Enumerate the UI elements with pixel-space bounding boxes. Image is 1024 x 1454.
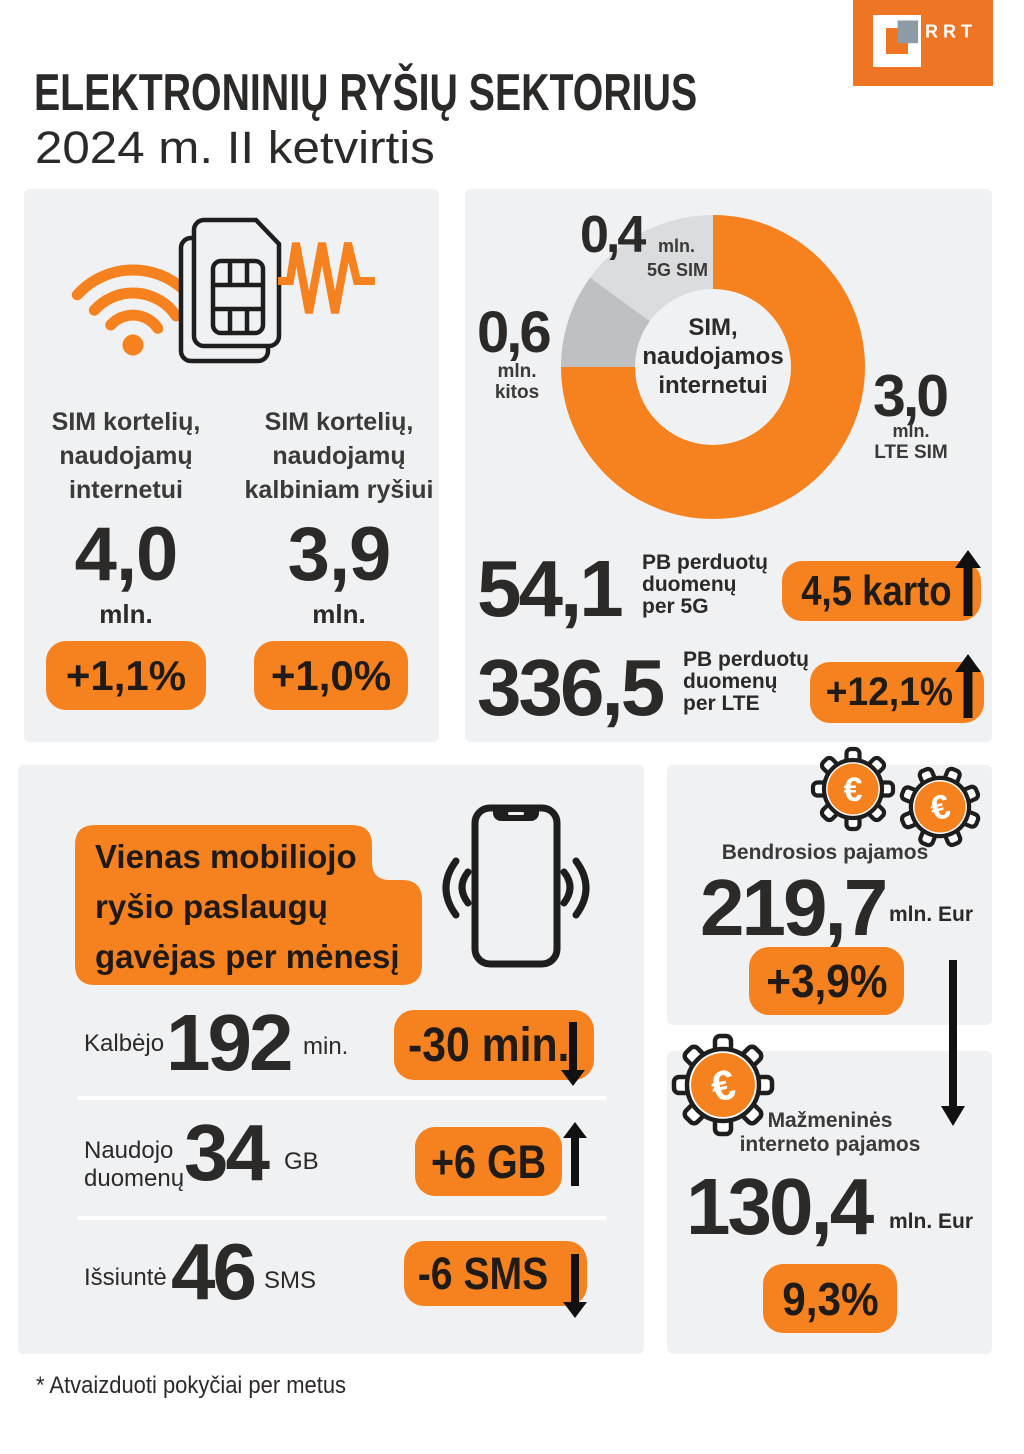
svg-text:€: € — [844, 771, 863, 809]
svg-text:RRT: RRT — [925, 22, 977, 42]
